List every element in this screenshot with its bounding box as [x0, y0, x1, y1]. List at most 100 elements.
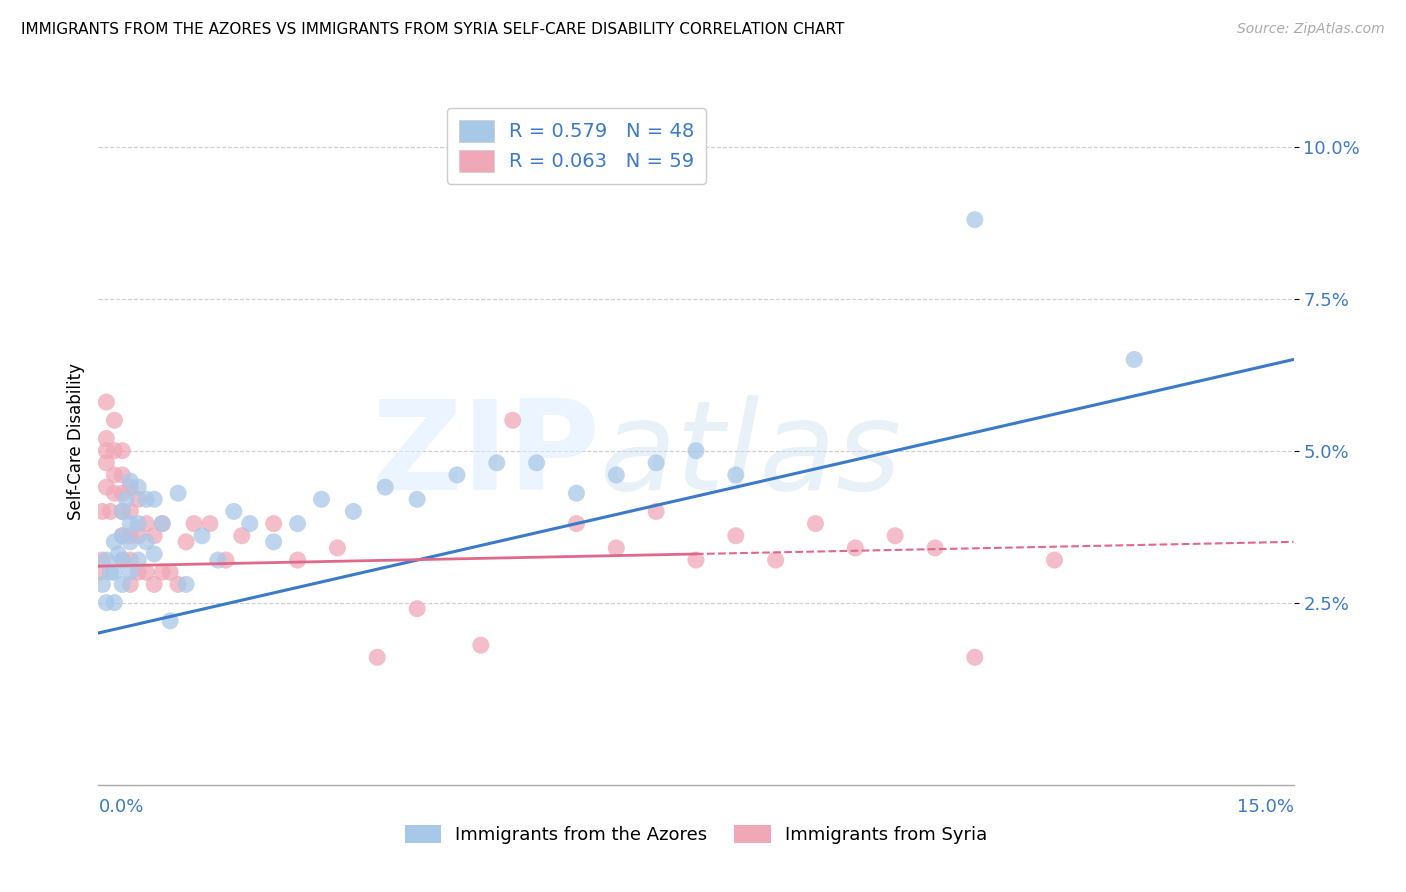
Point [502, 413, 524, 427]
Point [724, 467, 747, 482]
Point [605, 541, 627, 555]
Point [111, 553, 134, 567]
Point [91, 553, 114, 567]
Point [174, 534, 197, 549]
Point [127, 566, 149, 580]
Point [98, 566, 122, 580]
Point [103, 566, 125, 580]
Point [263, 516, 285, 531]
Point [111, 467, 134, 482]
Point [565, 516, 588, 531]
Point [98, 504, 122, 518]
Point [446, 467, 468, 482]
Point [120, 534, 142, 549]
Point [724, 529, 747, 543]
Point [884, 529, 907, 543]
Point [143, 577, 166, 591]
Point [287, 516, 309, 531]
Point [215, 553, 238, 567]
Point [342, 504, 364, 518]
Point [111, 504, 134, 518]
Point [183, 516, 205, 531]
Point [103, 534, 125, 549]
Point [103, 413, 125, 427]
Point [96, 443, 118, 458]
Point [485, 456, 508, 470]
Point [127, 492, 149, 507]
Point [844, 541, 866, 555]
Point [135, 492, 157, 507]
Point [526, 456, 548, 470]
Point [605, 467, 627, 482]
Point [143, 492, 166, 507]
Point [103, 486, 125, 500]
Point [96, 596, 118, 610]
Point [685, 553, 707, 567]
Point [96, 432, 118, 446]
Point [111, 486, 134, 500]
Point [120, 566, 142, 580]
Point [96, 395, 118, 409]
Point [287, 553, 309, 567]
Point [231, 529, 253, 543]
Point [963, 650, 986, 665]
Point [120, 504, 142, 518]
Point [91, 504, 114, 518]
Point [120, 516, 142, 531]
Point [96, 480, 118, 494]
Point [924, 541, 946, 555]
Point [150, 516, 173, 531]
Text: 15.0%: 15.0% [1236, 798, 1294, 816]
Point [326, 541, 349, 555]
Point [103, 467, 125, 482]
Point [107, 547, 129, 561]
Point [111, 553, 134, 567]
Point [103, 443, 125, 458]
Point [1043, 553, 1066, 567]
Point [963, 212, 986, 227]
Point [120, 553, 142, 567]
Point [150, 516, 173, 531]
Legend: Immigrants from the Azores, Immigrants from Syria: Immigrants from the Azores, Immigrants f… [398, 818, 994, 852]
Point [96, 456, 118, 470]
Point [159, 566, 181, 580]
Point [645, 504, 668, 518]
Point [127, 516, 149, 531]
Point [127, 553, 149, 567]
Point [127, 480, 149, 494]
Point [645, 456, 668, 470]
Point [120, 474, 142, 488]
Point [174, 577, 197, 591]
Point [239, 516, 262, 531]
Point [406, 601, 429, 615]
Point [111, 529, 134, 543]
Point [120, 480, 142, 494]
Point [263, 534, 285, 549]
Point [135, 566, 157, 580]
Y-axis label: Self-Care Disability: Self-Care Disability [66, 363, 84, 520]
Text: Source: ZipAtlas.com: Source: ZipAtlas.com [1237, 22, 1385, 37]
Text: 0.0%: 0.0% [98, 798, 143, 816]
Point [470, 638, 492, 652]
Point [804, 516, 827, 531]
Point [120, 529, 142, 543]
Point [111, 504, 134, 518]
Point [167, 577, 190, 591]
Point [120, 577, 142, 591]
Point [311, 492, 333, 507]
Point [127, 529, 149, 543]
Point [103, 596, 125, 610]
Point [565, 486, 588, 500]
Point [159, 614, 181, 628]
Point [366, 650, 388, 665]
Point [143, 529, 166, 543]
Point [135, 534, 157, 549]
Point [143, 547, 166, 561]
Text: atlas: atlas [600, 395, 903, 516]
Point [135, 516, 157, 531]
Point [1123, 352, 1146, 367]
Point [685, 443, 707, 458]
Point [191, 529, 214, 543]
Point [96, 553, 118, 567]
Point [765, 553, 787, 567]
